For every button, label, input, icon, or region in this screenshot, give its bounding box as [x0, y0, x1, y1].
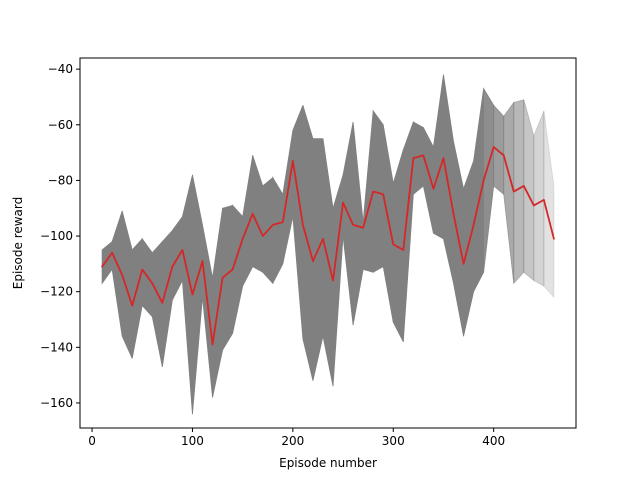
- y-tick-label: −40: [48, 62, 73, 76]
- y-tick-label: −80: [48, 173, 73, 187]
- y-tick-label: −140: [40, 340, 73, 354]
- reward-series: [101, 146, 555, 346]
- plot-frame: [79, 57, 577, 429]
- y-tick-label: −120: [40, 285, 73, 299]
- band-segment: [513, 99, 525, 285]
- band-segment: [543, 110, 555, 299]
- y-axis-label: Episode reward: [11, 197, 25, 290]
- band-segment: [493, 104, 505, 196]
- band-segment: [272, 176, 284, 284]
- band-segment: [222, 204, 234, 352]
- y-tick-label: −100: [40, 229, 73, 243]
- confidence-band: [101, 74, 555, 415]
- x-axis-ticks: 0 100 200 300 400: [88, 428, 505, 448]
- x-tick-label: 200: [281, 434, 304, 448]
- x-axis-label: Episode number: [279, 456, 377, 470]
- x-tick-label: 0: [88, 434, 96, 448]
- reward-line: [101, 146, 555, 346]
- band-segment: [533, 110, 545, 287]
- band-segment: [523, 99, 535, 282]
- x-tick-label: 100: [181, 434, 204, 448]
- x-tick-label: 300: [382, 434, 405, 448]
- y-axis-ticks: −160 −140 −120 −100 −80 −60 −40: [40, 62, 80, 410]
- y-tick-label: −160: [40, 396, 73, 410]
- x-tick-label: 400: [482, 434, 505, 448]
- y-tick-label: −60: [48, 118, 73, 132]
